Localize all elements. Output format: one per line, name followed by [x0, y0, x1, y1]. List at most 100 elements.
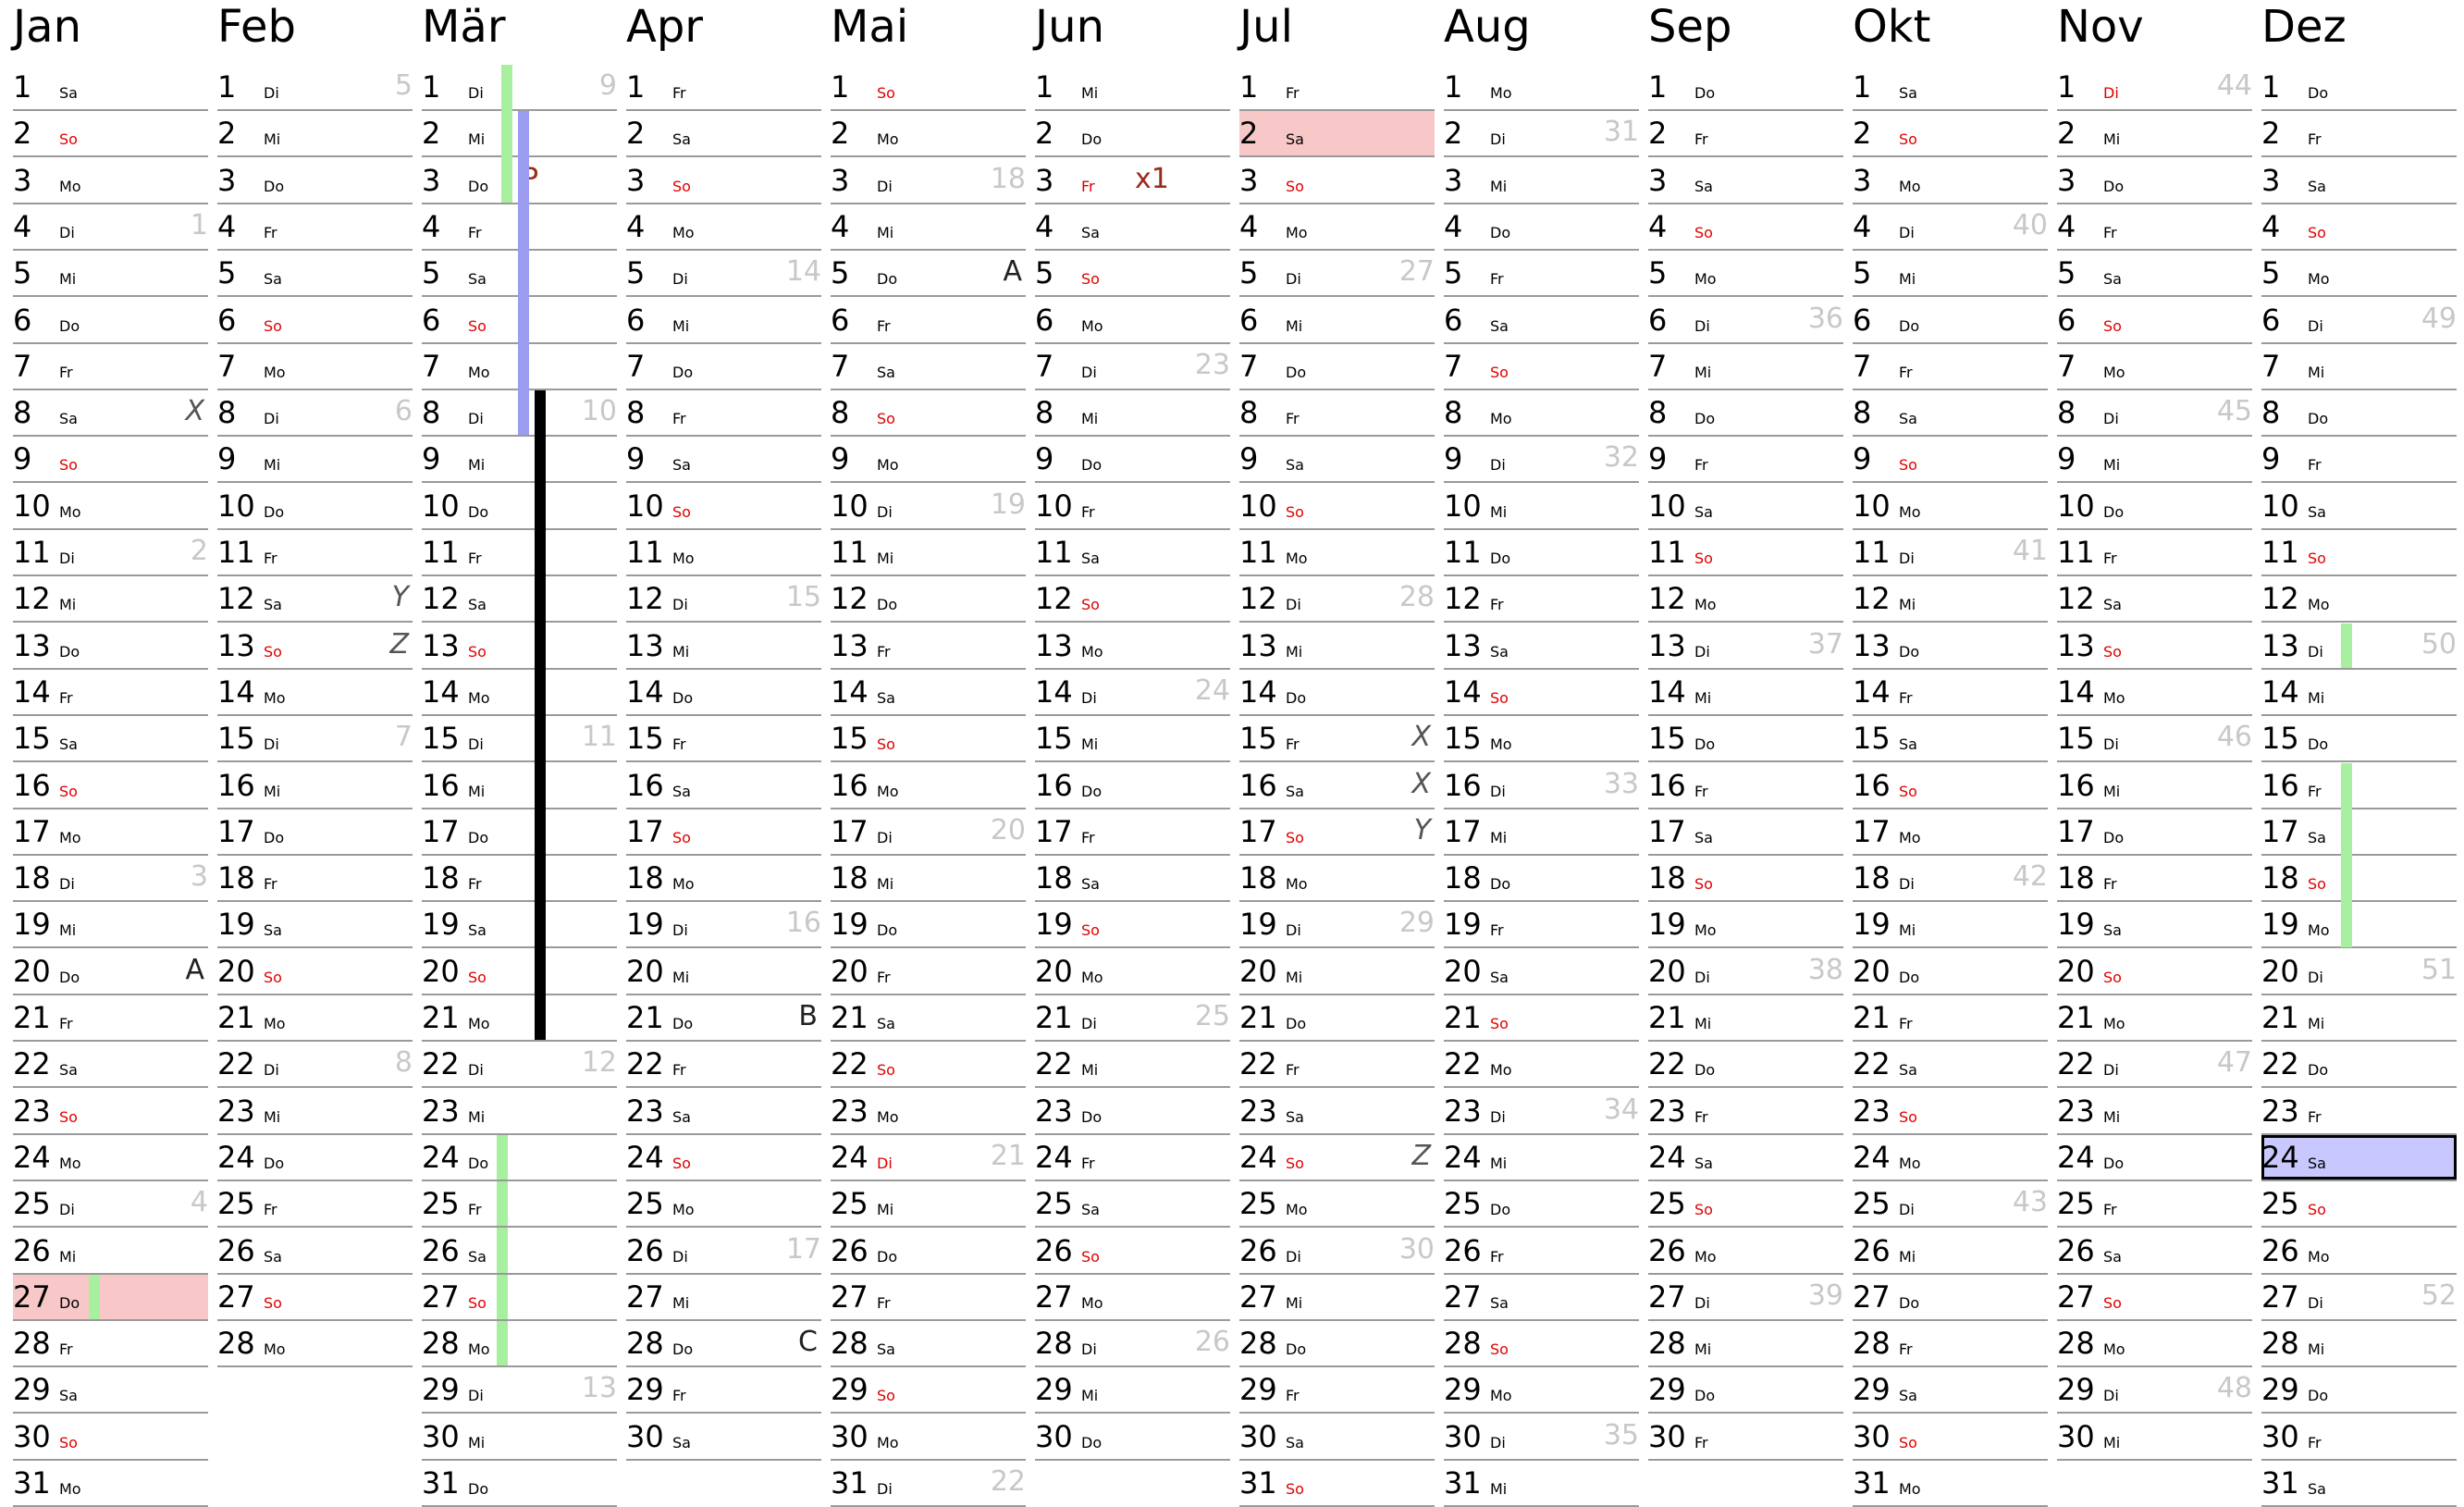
day-row[interactable]: 23 Mi — [2057, 1089, 2252, 1135]
day-row[interactable]: 9 Sa — [1239, 437, 1435, 484]
day-row[interactable]: 18 Fr — [217, 856, 413, 903]
day-row[interactable]: 15 Fr X — [1239, 716, 1435, 763]
day-row[interactable]: 13 Do — [13, 624, 208, 670]
day-row[interactable]: 25 Fr — [422, 1181, 617, 1229]
day-row[interactable]: 24 Sa — [1648, 1135, 1843, 1181]
day-row[interactable]: 8 Fr — [1239, 390, 1435, 438]
day-row[interactable]: 30 Mo — [831, 1414, 1026, 1461]
day-row[interactable]: 10 Do — [422, 484, 617, 530]
day-row[interactable]: 4 Sa — [1035, 204, 1230, 251]
day-row[interactable]: 23 Mi — [422, 1089, 617, 1135]
day-row[interactable]: 17 Di 20 — [831, 809, 1026, 856]
day-row[interactable]: 1 Fr — [626, 65, 821, 111]
day-row[interactable]: 26 Mo — [2261, 1229, 2457, 1275]
day-row[interactable]: 30 Fr — [1648, 1414, 1843, 1461]
day-row[interactable]: 30 Mi — [2057, 1414, 2252, 1461]
day-row[interactable]: 5 Sa — [217, 251, 413, 298]
day-row[interactable]: 2 Mi — [2057, 111, 2252, 158]
day-row[interactable]: 25 Fr — [2057, 1181, 2252, 1229]
day-row[interactable]: 14 Do — [1239, 670, 1435, 716]
day-row[interactable]: 19 Mi — [1853, 902, 2048, 949]
day-row[interactable]: 3 Mo — [1853, 158, 2048, 204]
day-row[interactable]: 1 Di 5 — [217, 65, 413, 111]
day-row[interactable]: 26 Sa — [2057, 1229, 2252, 1275]
day-row[interactable]: 20 Mo — [1035, 949, 1230, 995]
day-row[interactable]: 10 So — [626, 484, 821, 530]
day-row[interactable]: 24 Mi — [1444, 1135, 1639, 1181]
day-row[interactable]: 13 Do — [1853, 624, 2048, 670]
day-row[interactable]: 5 Mi — [1853, 251, 2048, 298]
day-row[interactable]: 7 Do — [1239, 344, 1435, 390]
day-row[interactable]: 2 So — [1853, 111, 2048, 158]
day-row[interactable]: 7 Sa — [831, 344, 1026, 390]
day-row[interactable]: 18 Mo — [1239, 856, 1435, 903]
day-row[interactable]: 13 So — [422, 624, 617, 670]
day-row[interactable]: 25 Mo — [1239, 1181, 1435, 1229]
day-row[interactable]: 20 Fr — [831, 949, 1026, 995]
day-row[interactable]: 27 So — [422, 1275, 617, 1321]
day-row[interactable]: 25 Fr — [217, 1181, 413, 1229]
day-row[interactable]: 7 Mo — [217, 344, 413, 390]
day-row[interactable]: 18 Mo — [626, 856, 821, 903]
day-row[interactable]: 13 Di 50 — [2261, 624, 2457, 670]
day-row[interactable]: 27 Do — [1853, 1275, 2048, 1321]
day-row[interactable]: 15 Do — [2261, 716, 2457, 763]
day-row[interactable]: 9 Do — [1035, 437, 1230, 484]
day-row[interactable]: 5 Mi — [13, 251, 208, 298]
day-row[interactable]: 11 Mo — [1239, 530, 1435, 576]
day-row[interactable]: 16 Sa — [626, 763, 821, 809]
day-row[interactable]: 17 Do — [217, 809, 413, 856]
day-row[interactable]: 4 Di 40 — [1853, 204, 2048, 251]
day-row[interactable]: 2 Mi — [217, 111, 413, 158]
day-row[interactable]: 22 Fr — [1239, 1042, 1435, 1089]
day-row[interactable]: 1 Do — [2261, 65, 2457, 111]
day-row[interactable]: 25 Mi — [831, 1181, 1026, 1229]
day-row[interactable]: 21 Mo — [422, 995, 617, 1042]
day-row[interactable]: 24 Sa — [2261, 1134, 2457, 1181]
day-row[interactable]: 29 Mo — [1444, 1367, 1639, 1414]
day-row[interactable]: 24 Do — [217, 1135, 413, 1181]
day-row[interactable]: 18 Do — [1444, 856, 1639, 903]
day-row[interactable]: 6 Sa — [1444, 298, 1639, 344]
day-row[interactable]: 5 Mo — [1648, 251, 1843, 298]
day-row[interactable]: 7 Mi — [2261, 344, 2457, 390]
day-row[interactable]: 24 So Z — [1239, 1135, 1435, 1181]
day-row[interactable]: 7 Fr — [1853, 344, 2048, 390]
day-row[interactable]: 15 Mo — [1444, 716, 1639, 763]
day-row[interactable]: 3 So — [626, 158, 821, 204]
day-row[interactable]: 19 So — [1035, 902, 1230, 949]
day-row[interactable]: 9 Fr — [2261, 437, 2457, 484]
day-row[interactable]: 23 So — [1853, 1089, 2048, 1135]
day-row[interactable]: 26 Fr — [1444, 1229, 1639, 1275]
day-row[interactable]: 5 So — [1035, 251, 1230, 298]
day-row[interactable]: 6 Do — [13, 298, 208, 344]
day-row[interactable]: 16 So — [13, 763, 208, 809]
day-row[interactable]: 24 Mo — [1853, 1135, 2048, 1181]
day-row[interactable]: 12 Sa — [422, 576, 617, 624]
day-row[interactable]: 27 So — [217, 1275, 413, 1321]
day-row[interactable]: 14 Mo — [217, 670, 413, 716]
day-row[interactable]: 11 Fr — [217, 530, 413, 576]
day-row[interactable]: 21 Mo — [217, 995, 413, 1042]
day-row[interactable]: 11 Sa — [1035, 530, 1230, 576]
day-row[interactable]: 29 Sa — [13, 1367, 208, 1414]
day-row[interactable]: 27 Sa — [1444, 1275, 1639, 1321]
day-row[interactable]: 30 Do — [1035, 1414, 1230, 1461]
day-row[interactable]: 5 Mo — [2261, 251, 2457, 298]
day-row[interactable]: 1 Sa — [13, 65, 208, 111]
day-row[interactable]: 23 Fr — [2261, 1089, 2457, 1135]
day-row[interactable]: 24 Fr — [1035, 1135, 1230, 1181]
day-row[interactable]: 6 Mo — [1035, 298, 1230, 344]
day-row[interactable]: 11 Do — [1444, 530, 1639, 576]
day-row[interactable]: 29 Sa — [1853, 1367, 2048, 1414]
day-row[interactable]: 16 So — [1853, 763, 2048, 809]
day-row[interactable]: 23 Sa — [1239, 1089, 1435, 1135]
day-row[interactable]: 21 Mi — [2261, 995, 2457, 1042]
day-row[interactable]: 20 Di 51 — [2261, 949, 2457, 995]
day-row[interactable]: 10 Mi — [1444, 484, 1639, 530]
day-row[interactable]: 30 Mi — [422, 1414, 617, 1461]
day-row[interactable]: 20 Mi — [1239, 949, 1435, 995]
day-row[interactable]: 7 Di 23 — [1035, 344, 1230, 390]
day-row[interactable]: 20 Mi — [626, 949, 821, 995]
day-row[interactable]: 22 Mo — [1444, 1042, 1639, 1089]
